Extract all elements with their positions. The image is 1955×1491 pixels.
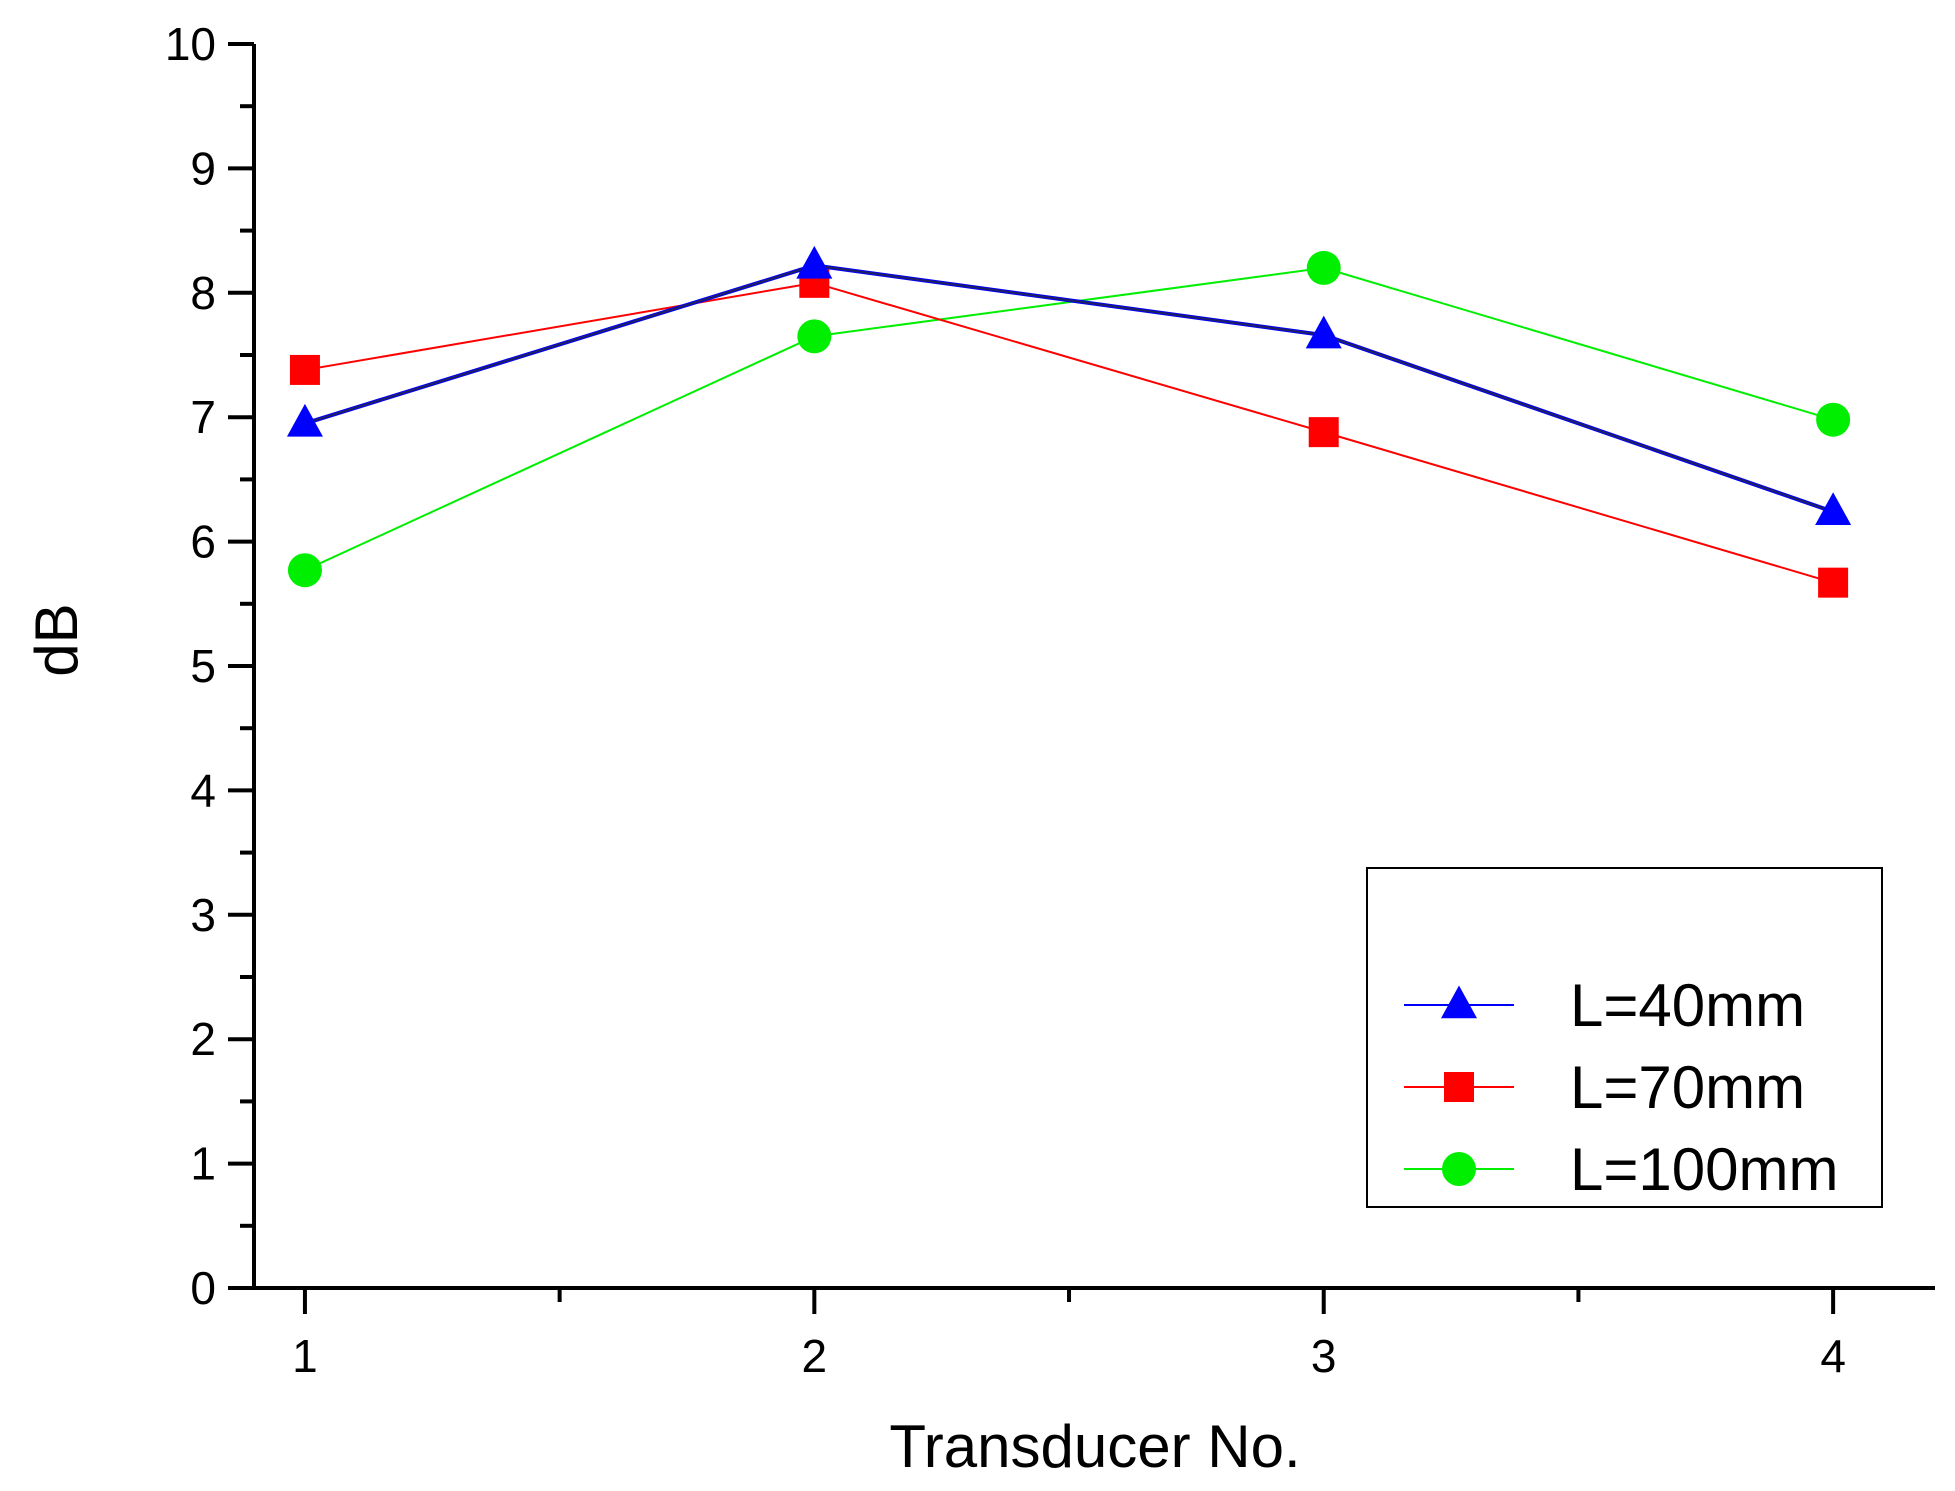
legend-marker: [1444, 1072, 1474, 1102]
y-tick-label: 7: [190, 391, 216, 443]
legend-item: L=100mm: [1404, 1136, 1838, 1203]
y-tick-label: 0: [190, 1262, 216, 1314]
x-axis-title: Transducer No.: [889, 1413, 1300, 1480]
y-tick-label: 10: [165, 18, 216, 70]
legend-label: L=70mm: [1570, 1054, 1805, 1121]
y-tick-label: 3: [190, 889, 216, 941]
x-tick-label: 2: [802, 1330, 828, 1382]
data-point: [1816, 402, 1851, 437]
legend-marker: [1442, 1152, 1476, 1186]
y-tick-label: 5: [190, 640, 216, 692]
legend-box: [1366, 867, 1883, 1208]
data-point: [1306, 250, 1341, 285]
legend: L=40mm L=70mm L=100mm: [1366, 867, 1883, 1208]
data-point: [1305, 315, 1342, 349]
axes: 0 1 2 3 4 5 6 7 8 9 10 1 2 3 4: [165, 18, 1935, 1382]
series-line: [304, 266, 1834, 572]
x-tick-label: 4: [1820, 1330, 1846, 1382]
data-point: [287, 553, 322, 588]
y-axis-title: dB: [23, 603, 90, 676]
series-l-70mm: [289, 267, 1849, 598]
x-tick-label: 3: [1311, 1330, 1337, 1382]
y-tick-label: 2: [190, 1013, 216, 1065]
data-point: [1818, 567, 1849, 598]
data-point: [1308, 417, 1339, 448]
data-point: [797, 319, 832, 354]
series-line-overlay: [304, 264, 1834, 513]
y-tick-label: 4: [190, 764, 216, 816]
legend-item: L=70mm: [1404, 1054, 1805, 1121]
series-layer: [286, 245, 1852, 598]
data-point: [286, 403, 323, 437]
legend-item: L=40mm: [1404, 972, 1805, 1039]
y-tick-label: 8: [190, 267, 216, 319]
legend-label: L=100mm: [1570, 1136, 1838, 1203]
y-tick-label: 9: [190, 142, 216, 194]
legend-label: L=40mm: [1570, 972, 1805, 1039]
data-point: [796, 245, 833, 279]
series-l-40mm: [286, 245, 1852, 525]
y-tick-label: 6: [190, 516, 216, 568]
legend-marker: [1441, 985, 1477, 1019]
series-line: [304, 281, 1834, 584]
y-tick-label: 1: [190, 1138, 216, 1190]
x-tick-label: 1: [292, 1330, 318, 1382]
data-point: [1815, 492, 1852, 525]
data-point: [289, 354, 320, 385]
